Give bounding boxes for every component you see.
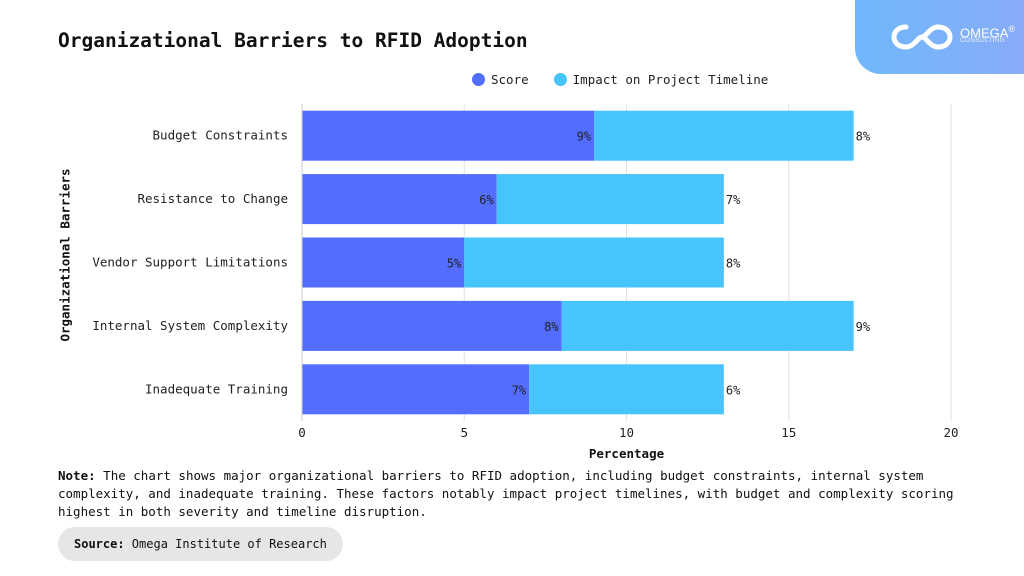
category-label: Internal System Complexity [92,318,288,333]
x-tick-label: 5 [460,425,468,440]
bar-score [302,110,595,161]
legend-swatch-score [472,73,485,86]
source-text: Omega Institute of Research [124,537,327,551]
data-label-impact: 8% [856,130,871,144]
legend-item-impact[interactable]: Impact on Project Timeline [553,72,769,87]
category-label: Inadequate Training [145,381,288,396]
bar-impact [561,300,854,351]
note-text: The chart shows major organizational bar… [58,468,954,519]
bar-impact [496,174,724,225]
source-label: Source: [74,537,125,551]
x-tick-label: 10 [619,425,634,440]
logo-subtitle: CONSULTING [960,37,1006,44]
legend-item-score[interactable]: Score [472,72,529,87]
bar-score [302,364,530,415]
legend-label-impact: Impact on Project Timeline [572,72,769,87]
logo-background [855,0,1024,74]
bar-score [302,237,465,288]
category-label: Vendor Support Limitations [92,255,288,270]
category-label: Resistance to Change [137,191,288,206]
x-tick-label: 20 [943,425,958,440]
legend-label-score: Score [491,72,529,87]
category-label: Budget Constraints [153,128,288,143]
data-label-score: 5% [447,257,462,271]
chart-title: Organizational Barriers to RFID Adoption [58,29,528,52]
data-label-score: 9% [577,130,592,144]
bar-score [302,300,562,351]
data-label-score: 8% [544,320,559,334]
data-label-impact: 9% [856,320,871,334]
bar-impact [529,364,724,415]
logo-name: OMEGA® [960,24,1016,41]
data-label-impact: 6% [726,383,741,397]
note: Note: The chart shows major organization… [58,467,963,521]
data-label-score: 7% [512,383,527,397]
legend-swatch-impact [553,73,567,86]
note-label: Note: [58,468,96,483]
infinity-logo-icon [891,24,953,50]
legend: Score Impact on Project Timeline [472,72,793,87]
x-tick-label: 0 [298,425,306,440]
x-axis-title: Percentage [589,446,665,461]
bar-impact [464,237,724,288]
data-label-score: 6% [479,193,494,207]
data-label-impact: 7% [726,193,741,207]
bar-score [302,174,497,225]
source-badge: Source: Omega Institute of Research [58,527,343,561]
data-label-impact: 8% [726,257,741,271]
x-tick-label: 15 [781,425,796,440]
bar-impact [594,110,854,161]
